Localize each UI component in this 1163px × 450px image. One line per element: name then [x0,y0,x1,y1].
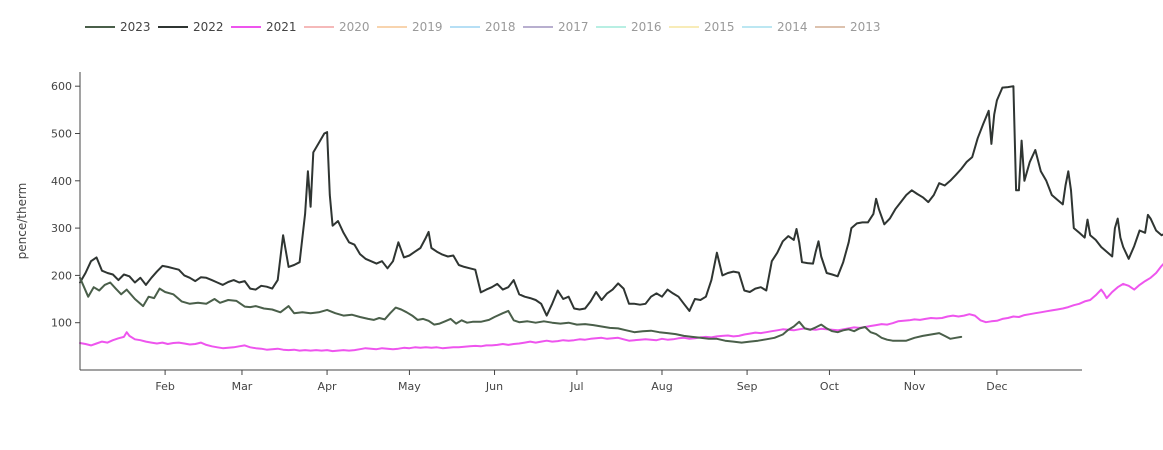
legend-item-2014[interactable]: 2014 [742,20,808,34]
legend: 2023 2022 2021 2020 2019 2018 2017 2016 2015 2014… [85,20,881,34]
legend-label: 2014 [777,20,808,34]
legend-label: 2015 [704,20,735,34]
x-tick-label: May [398,380,421,393]
legend-label: 2022 [193,20,224,34]
legend-label: 2016 [631,20,662,34]
legend-label: 2019 [412,20,443,34]
y-tick-label: 300 [51,222,72,235]
legend-item-2022[interactable]: 2022 [158,20,224,34]
x-tick-label: Sep [737,380,758,393]
legend-label: 2017 [558,20,589,34]
legend-item-2013[interactable]: 2013 [815,20,881,34]
x-tick-label: Jul [569,380,583,393]
legend-label: 2020 [339,20,370,34]
legend-label: 2013 [850,20,881,34]
x-tick-label: Feb [155,380,174,393]
x-tick-label: Nov [904,380,926,393]
legend-item-2015[interactable]: 2015 [669,20,735,34]
y-tick-label: 500 [51,127,72,140]
x-axis-ticks: Feb Mar Apr May Jun Jul Aug Sep Oct Nov Dec [155,370,1008,393]
plot-area: Feb Mar Apr May Jun Jul Aug Sep Oct Nov Dec 100 200… [51,72,1163,393]
series-line-2023 [79,276,963,344]
legend-item-2023[interactable]: 2023 [85,20,151,34]
legend-label: 2023 [120,20,151,34]
y-axis-ticks: 100 200 300 400 500 600 [51,80,80,330]
legend-label: 2018 [485,20,516,34]
y-tick-label: 600 [51,80,72,93]
series-layer [79,85,1163,353]
legend-item-2018[interactable]: 2018 [450,20,516,34]
legend-item-2019[interactable]: 2019 [377,20,443,34]
legend-item-2017[interactable]: 2017 [523,20,589,34]
x-tick-label: Mar [232,380,253,393]
y-tick-label: 100 [51,317,72,330]
legend-item-2021[interactable]: 2021 [231,20,297,34]
legend-item-2016[interactable]: 2016 [596,20,662,34]
x-tick-label: Oct [820,380,840,393]
x-tick-label: Aug [651,380,672,393]
legend-label: 2021 [266,20,297,34]
x-tick-label: Apr [318,380,338,393]
series-line-2022 [79,85,1163,317]
x-tick-label: Dec [986,380,1007,393]
x-tick-label: Jun [485,380,503,393]
legend-item-2020[interactable]: 2020 [304,20,370,34]
series-line-2021 [79,263,1163,353]
y-tick-label: 200 [51,269,72,282]
y-tick-label: 400 [51,175,72,188]
y-axis-title: pence/therm [15,183,29,260]
